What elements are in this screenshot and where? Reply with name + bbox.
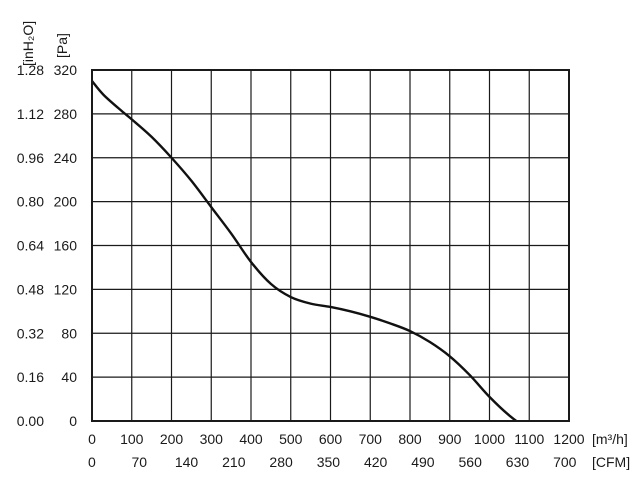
x-tick-label-m3h: 400 [239,431,263,447]
plot-frame [91,69,570,422]
x-tick-label-m3h: 100 [120,431,144,447]
y-tick-label-pa: 40 [61,369,77,385]
x-tick-label-m3h: 700 [359,431,383,447]
x-tick-labels: 0 100 200 300 400 500 600 700 800 900 1000 1100 1200… [88,431,585,470]
x-tick-label-m3h: 300 [200,431,224,447]
x-tick-label-cfm: 350 [317,454,341,470]
x-tick-label-m3h: 800 [398,431,422,447]
x-tick-label-cfm: 210 [222,454,246,470]
y-tick-label-inh2o: 1.12 [17,106,44,122]
y-tick-label-inh2o: 0.00 [17,413,44,429]
x-tick-label-m3h: 900 [438,431,462,447]
y-tick-label-inh2o: 0.16 [17,369,44,385]
x-tick-label-cfm: 700 [553,454,577,470]
y-tick-label-inh2o: 0.32 [17,325,44,341]
x-tick-label-m3h: 1200 [553,431,584,447]
y-tick-label-inh2o: 0.80 [17,194,44,210]
x-axis-unit-m3h: [m³/h] [592,431,628,447]
y-axis-unit-pa: [Pa] [54,33,70,58]
pressure-flow-curve [92,79,519,421]
x-tick-label-cfm: 0 [88,454,96,470]
x-tick-label-cfm: 560 [459,454,483,470]
y-tick-label-inh2o: 1.28 [17,62,44,78]
y-tick-label-pa: 80 [61,325,77,341]
x-tick-label-m3h: 600 [319,431,343,447]
x-tick-label-m3h: 200 [160,431,184,447]
y-tick-label-pa: 120 [54,281,78,297]
y-tick-label-inh2o: 0.96 [17,150,44,166]
x-tick-label-cfm: 280 [269,454,293,470]
y-tick-labels: 0.00 0 0.16 40 0.32 80 0.48 120 0.64 160 0.80 200 0.… [17,62,77,429]
y-tick-label-inh2o: 0.64 [17,238,44,254]
y-tick-label-pa: 160 [54,238,78,254]
x-tick-label-m3h: 0 [88,431,96,447]
y-tick-label-pa: 200 [54,194,78,210]
y-tick-label-inh2o: 0.48 [17,281,44,297]
x-tick-label-cfm: 490 [411,454,435,470]
x-tick-label-m3h: 1100 [514,431,544,447]
y-tick-label-pa: 240 [54,150,78,166]
y-tick-label-pa: 320 [54,62,78,78]
x-tick-label-cfm: 70 [131,454,147,470]
x-tick-label-cfm: 140 [175,454,199,470]
x-tick-label-m3h: 500 [279,431,303,447]
y-tick-label-pa: 280 [54,106,78,122]
y-axis-unit-inh2o: [inH₂O] [20,21,36,66]
x-tick-label-cfm: 420 [364,454,388,470]
x-axis-unit-cfm: [CFM] [592,454,630,470]
curve-layer [92,79,519,421]
x-tick-label-cfm: 630 [506,454,530,470]
x-tick-label-m3h: 1000 [474,431,505,447]
y-tick-label-pa: 0 [69,413,77,429]
grid [91,69,570,422]
